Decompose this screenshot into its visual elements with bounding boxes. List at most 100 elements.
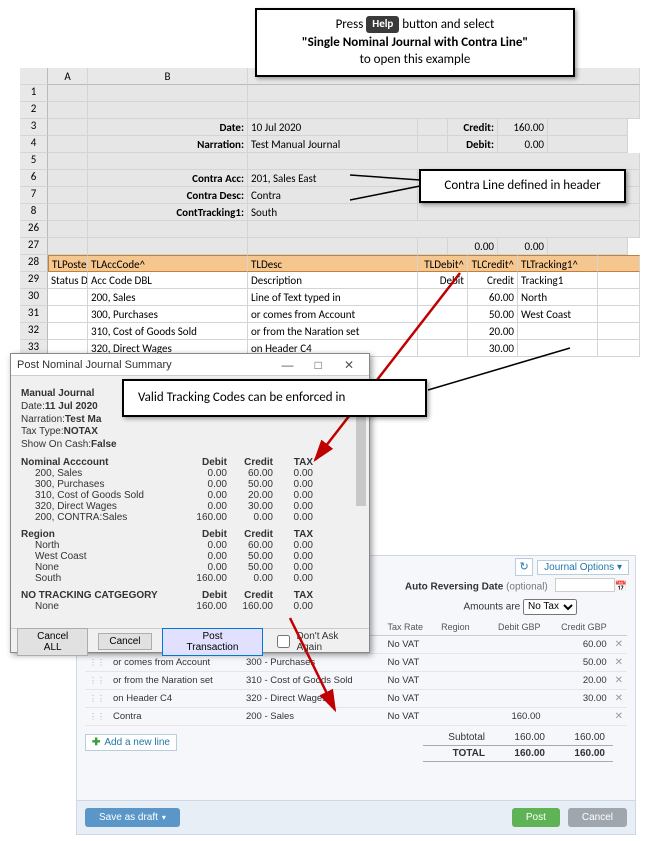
drag-handle-icon[interactable]: ⋮⋮ (85, 653, 109, 671)
callout-contra: Contra Line defined in header (419, 169, 626, 203)
delete-row-icon[interactable]: ✕ (611, 671, 627, 689)
subtotal-d: 160.00 (493, 730, 553, 745)
auto-reversing-label: Auto Reversing Date (405, 582, 503, 593)
account-cell[interactable]: 320 - Direct Wages (242, 689, 383, 707)
col-credit3: Credit (227, 590, 273, 601)
tax-cell[interactable]: No VAT (383, 671, 437, 689)
sec3-title: NO TRACKING CATGEGORY (21, 590, 181, 601)
total-lbl: TOTAL (423, 746, 493, 761)
drag-handle-icon[interactable]: ⋮⋮ (85, 671, 109, 689)
drag-handle-icon[interactable]: ⋮⋮ (85, 707, 109, 725)
drag-handle-icon[interactable]: ⋮⋮ (85, 689, 109, 707)
meta-cash: False (91, 439, 117, 450)
meta-narr: Test Ma (65, 414, 102, 425)
desc-cell[interactable]: on Header C4 (109, 689, 242, 707)
callout-top-l1b: button and select (402, 17, 494, 32)
journal-options-label: Journal Options (544, 562, 614, 573)
region-cell[interactable] (437, 635, 482, 653)
col-debit2: Debit (181, 529, 227, 540)
callout-tracking-text: Valid Tracking Codes can be enforced in (138, 390, 345, 405)
post-label: Post (526, 812, 546, 823)
cancel-all-button[interactable]: Cancel ALL (17, 628, 88, 656)
web-cancel-label: Cancel (582, 812, 613, 823)
meta-tax: NOTAX (64, 426, 98, 437)
dialog-titlebar: Post Nominal Journal Summary — □ ✕ (11, 354, 369, 376)
journal-row[interactable]: ⋮⋮Contra200 - SalesNo VAT 160.00 ✕ (85, 707, 627, 725)
meta-narr-lbl: Narration: (21, 414, 65, 425)
region-cell[interactable] (437, 671, 482, 689)
save-draft-button[interactable]: Save as draft▾ (85, 808, 180, 827)
callout-tracking: Valid Tracking Codes can be enforced in (122, 379, 427, 417)
maximize-icon[interactable]: □ (304, 358, 332, 372)
account-cell[interactable]: 310 - Cost of Goods Sold (242, 671, 383, 689)
credit-cell[interactable] (545, 707, 611, 725)
delete-row-icon[interactable]: ✕ (611, 653, 627, 671)
col-head-b[interactable]: B (88, 68, 248, 85)
col-debit3: Debit (181, 590, 227, 601)
tax-cell[interactable]: No VAT (383, 689, 437, 707)
total-d: 160.00 (493, 746, 553, 761)
desc-cell[interactable]: Contra (109, 707, 242, 725)
meta-cash-lbl: Show On Cash: (21, 439, 91, 450)
credit-cell[interactable]: 50.00 (545, 653, 611, 671)
add-line-button[interactable]: ✚ Add a new line (85, 734, 177, 751)
auto-reversing-date-input[interactable] (555, 578, 615, 592)
col-tax3: TAX (273, 590, 313, 601)
callout-top: Press Help button and select "Single Nom… (255, 8, 575, 77)
sec1-title: Nominal Acccount (21, 457, 181, 468)
add-line-label: Add a new line (104, 737, 170, 748)
credit-cell[interactable]: 30.00 (545, 689, 611, 707)
col-credit: Credit (227, 457, 273, 468)
callout-contra-text: Contra Line defined in header (444, 178, 600, 193)
region-cell[interactable] (437, 653, 482, 671)
subtotal-c: 160.00 (553, 730, 613, 745)
spreadsheet: A B 123Date:10 Jul 2020Credit:160.004Nar… (20, 68, 640, 357)
debit-cell[interactable] (482, 653, 544, 671)
col-head-a[interactable]: A (48, 68, 88, 85)
region-cell[interactable] (437, 707, 482, 725)
journal-row[interactable]: ⋮⋮on Header C4320 - Direct WagesNo VAT 30… (85, 689, 627, 707)
post-button[interactable]: Post (512, 808, 560, 827)
desc-cell[interactable]: or from the Naration set (109, 671, 242, 689)
amounts-are-select[interactable]: No Tax (523, 599, 577, 615)
delete-row-icon[interactable]: ✕ (611, 707, 627, 725)
tax-cell[interactable]: No VAT (383, 707, 437, 725)
refresh-icon[interactable]: ↻ (515, 558, 533, 576)
account-cell[interactable]: 300 - Purchases (242, 653, 383, 671)
optional-label: (optional) (506, 582, 548, 593)
dont-ask-input[interactable] (277, 635, 290, 648)
delete-row-icon[interactable]: ✕ (611, 689, 627, 707)
cancel-button[interactable]: Cancel (98, 633, 151, 650)
desc-cell[interactable]: or comes from Account (109, 653, 242, 671)
dialog-scrollbar[interactable] (355, 382, 367, 622)
debit-cell[interactable] (482, 635, 544, 653)
sec2-title: Region (21, 529, 181, 540)
debit-cell[interactable] (482, 671, 544, 689)
journal-row[interactable]: ⋮⋮or comes from Account300 - PurchasesNo… (85, 653, 627, 671)
post-transaction-button[interactable]: Post Transaction (162, 628, 264, 656)
total-c: 160.00 (553, 746, 613, 761)
journal-row[interactable]: ⋮⋮or from the Naration set310 - Cost of … (85, 671, 627, 689)
journal-options-button[interactable]: Journal Options ▾ (537, 560, 629, 575)
debit-cell[interactable] (482, 689, 544, 707)
subtotal-lbl: Subtotal (423, 730, 493, 745)
web-cancel-button[interactable]: Cancel (568, 808, 627, 827)
credit-cell[interactable]: 60.00 (545, 635, 611, 653)
save-draft-label: Save as draft (99, 812, 158, 823)
delete-row-icon[interactable]: ✕ (611, 635, 627, 653)
tax-cell[interactable]: No VAT (383, 635, 437, 653)
credit-cell[interactable]: 20.00 (545, 671, 611, 689)
meta-date-lbl: Date: (21, 401, 45, 412)
dont-ask-checkbox[interactable]: Don't Ask Again (273, 631, 363, 653)
tax-cell[interactable]: No VAT (383, 653, 437, 671)
account-cell[interactable]: 200 - Sales (242, 707, 383, 725)
plus-icon: ✚ (92, 737, 100, 748)
debit-cell[interactable]: 160.00 (482, 707, 544, 725)
region-cell[interactable] (437, 689, 482, 707)
meta-tax-lbl: Tax Type: (21, 426, 64, 437)
col-tax2: TAX (273, 529, 313, 540)
col-credit2: Credit (227, 529, 273, 540)
minimize-icon[interactable]: — (273, 358, 301, 372)
dialog-window-buttons: — □ ✕ (273, 358, 363, 372)
close-icon[interactable]: ✕ (335, 358, 363, 372)
